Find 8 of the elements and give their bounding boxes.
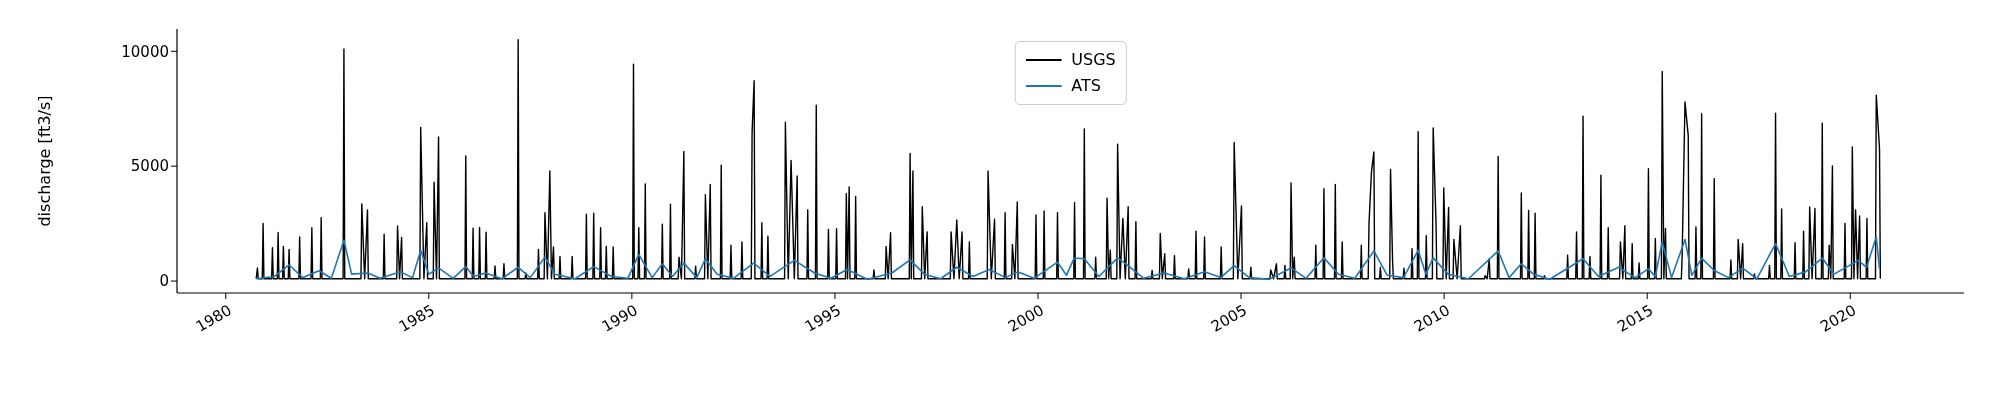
legend-label: ATS (1071, 75, 1101, 97)
y-axis-title: discharge [ft3/s] (34, 95, 54, 227)
y-tick-label: 5000 (130, 157, 169, 176)
y-tick-label: 0 (159, 272, 169, 291)
line-series (255, 39, 1882, 280)
legend-label: USGS (1071, 49, 1116, 71)
line-series (255, 236, 1881, 281)
y-tick-label: 10000 (121, 42, 169, 61)
